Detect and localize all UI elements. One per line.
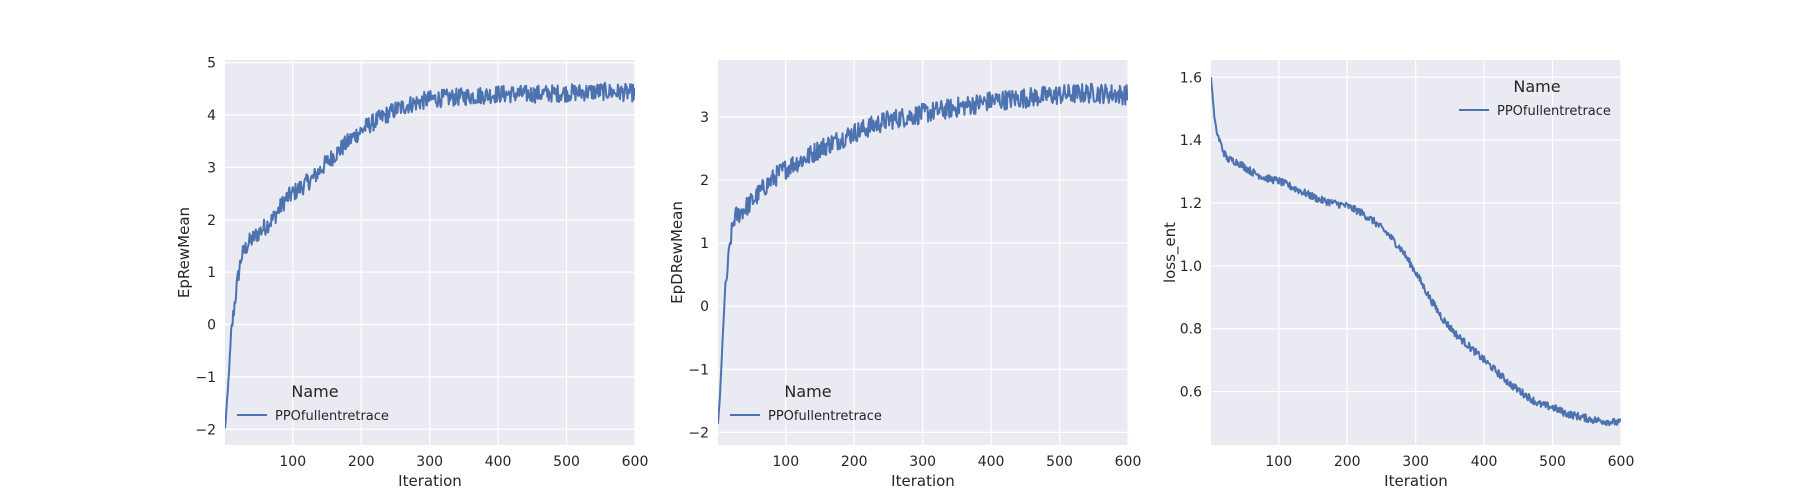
- y-tick-label: 0.8: [1180, 322, 1202, 338]
- y-tick-label: 0.6: [1180, 385, 1202, 401]
- series-line-PPOfullentretrace: [1211, 76, 1621, 427]
- y-tick-label: 3: [207, 160, 216, 176]
- x-tick-label: 200: [841, 454, 868, 470]
- x-tick-label: 100: [772, 454, 799, 470]
- y-tick-label: 2: [207, 213, 216, 229]
- legend-entry-label: PPOfullentretrace: [1497, 104, 1611, 119]
- legend: Name PPOfullentretrace: [237, 382, 389, 424]
- y-tick-label: 1.2: [1180, 196, 1202, 212]
- x-tick-label: 500: [553, 454, 580, 470]
- x-tick-label: 300: [1402, 454, 1429, 470]
- y-tick-label: 4: [207, 108, 216, 124]
- y-tick-label: −2: [688, 425, 709, 441]
- y-tick-label: 3: [700, 110, 709, 126]
- x-axis-label: Iteration: [398, 472, 462, 490]
- x-tick-label: 500: [1046, 454, 1073, 470]
- legend-title: Name: [784, 382, 831, 401]
- x-tick-label: 300: [909, 454, 936, 470]
- series-line-PPOfullentretrace: [225, 81, 635, 429]
- x-tick-label: 300: [416, 454, 443, 470]
- legend-entry-label: PPOfullentretrace: [275, 409, 389, 424]
- x-tick-label: 400: [1471, 454, 1498, 470]
- y-tick-label: 1.6: [1180, 70, 1202, 86]
- y-tick-label: 1: [700, 236, 709, 252]
- y-tick-label: −2: [195, 422, 216, 438]
- legend-entry-label: PPOfullentretrace: [768, 409, 882, 424]
- x-tick-label: 400: [978, 454, 1005, 470]
- x-tick-label: 400: [485, 454, 512, 470]
- y-tick-label: −1: [195, 370, 216, 386]
- x-tick-label: 600: [622, 454, 649, 470]
- x-tick-label: 500: [1539, 454, 1566, 470]
- y-axis-label: loss_ent: [1161, 222, 1180, 283]
- legend-title: Name: [1513, 77, 1560, 96]
- legend-title: Name: [291, 382, 338, 401]
- series-line-PPOfullentretrace: [718, 82, 1128, 424]
- y-tick-label: 0: [207, 318, 216, 334]
- x-tick-label: 600: [1608, 454, 1635, 470]
- chart-panel-3: 100 200 300 400 500 600 0.6 0.8 1.0 1.2 1.4 1.6 Iter…: [1161, 60, 1634, 490]
- y-axis-label: EpRewMean: [175, 207, 193, 298]
- y-tick-label: 0: [700, 299, 709, 315]
- x-tick-label: 200: [1334, 454, 1361, 470]
- x-axis-label: Iteration: [891, 472, 955, 490]
- x-tick-label: 200: [348, 454, 375, 470]
- legend: Name PPOfullentretrace: [1459, 77, 1611, 119]
- legend: Name PPOfullentretrace: [730, 382, 882, 424]
- y-tick-label: −1: [688, 362, 709, 378]
- chart-panel-2: 100 200 300 400 500 600 −2 −1 0 1 2 3 Iteration EpDRe…: [668, 60, 1141, 490]
- y-tick-label: 1.0: [1180, 259, 1202, 275]
- x-tick-label: 600: [1115, 454, 1142, 470]
- y-tick-label: 1: [207, 265, 216, 281]
- x-tick-label: 100: [1265, 454, 1292, 470]
- y-tick-label: 5: [207, 56, 216, 72]
- x-axis-label: Iteration: [1384, 472, 1448, 490]
- y-tick-label: 2: [700, 173, 709, 189]
- y-tick-label: 1.4: [1180, 133, 1202, 149]
- chart-panel-1: 100 200 300 400 500 600 −2 −1 0 1 2 3 4 5 Iteration EpR…: [175, 56, 648, 490]
- x-tick-label: 100: [279, 454, 306, 470]
- y-axis-label: EpDRewMean: [668, 201, 686, 304]
